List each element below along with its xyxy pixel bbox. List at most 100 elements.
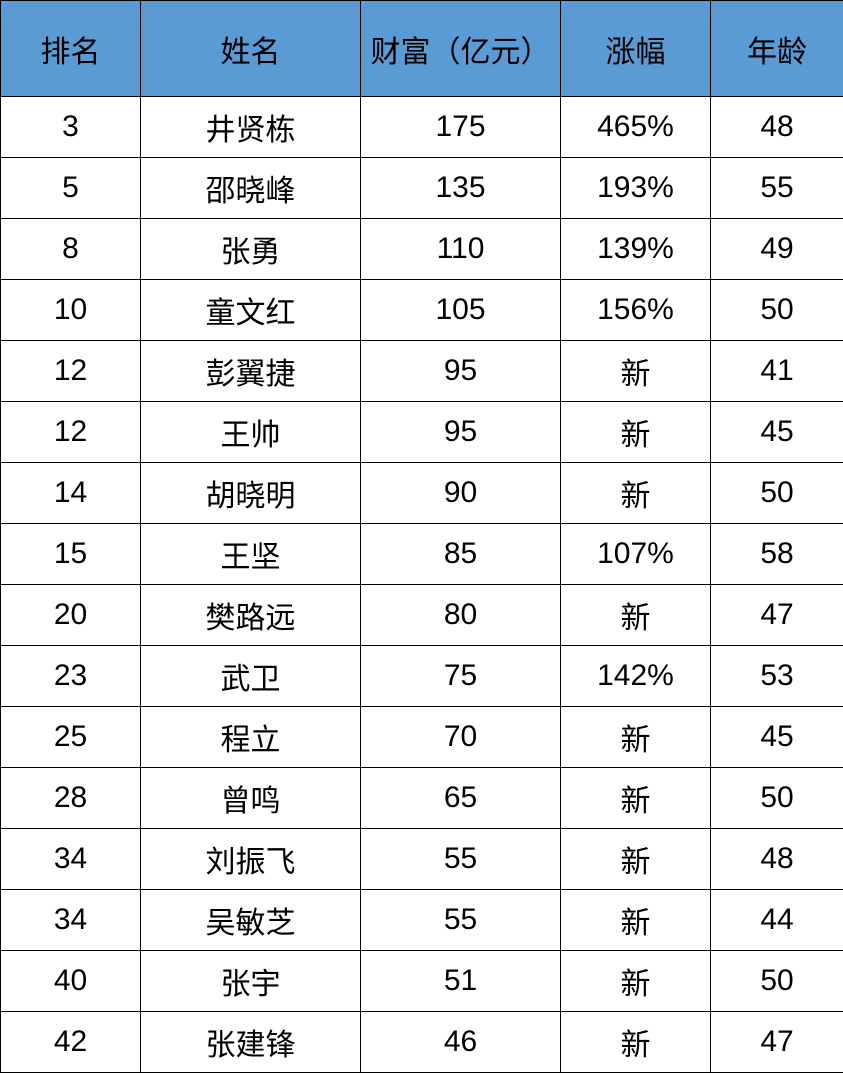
cell-name: 童文红	[141, 280, 361, 341]
table-row: 12彭翼捷95新41	[1, 341, 843, 402]
table-body: 3井贤栋175465%485邵晓峰135193%558张勇110139%4910…	[1, 97, 843, 1073]
cell-rank: 15	[1, 524, 141, 585]
cell-wealth: 75	[361, 646, 561, 707]
cell-rank: 3	[1, 97, 141, 158]
cell-rank: 10	[1, 280, 141, 341]
cell-age: 41	[711, 341, 843, 402]
cell-rank: 20	[1, 585, 141, 646]
cell-rank: 12	[1, 341, 141, 402]
cell-name: 王帅	[141, 402, 361, 463]
cell-change: 465%	[561, 97, 711, 158]
cell-rank: 34	[1, 829, 141, 890]
table-row: 8张勇110139%49	[1, 219, 843, 280]
cell-wealth: 90	[361, 463, 561, 524]
table-header: 排名 姓名 财富（亿元） 涨幅 年龄	[1, 1, 843, 97]
table-row: 3井贤栋175465%48	[1, 97, 843, 158]
table-row: 40张宇51新50	[1, 951, 843, 1012]
cell-wealth: 110	[361, 219, 561, 280]
cell-name: 井贤栋	[141, 97, 361, 158]
cell-rank: 12	[1, 402, 141, 463]
cell-wealth: 135	[361, 158, 561, 219]
cell-age: 45	[711, 707, 843, 768]
table-row: 23武卫75142%53	[1, 646, 843, 707]
cell-change: 新	[561, 585, 711, 646]
cell-rank: 5	[1, 158, 141, 219]
col-header-name: 姓名	[141, 1, 361, 97]
cell-change: 新	[561, 890, 711, 951]
cell-wealth: 55	[361, 890, 561, 951]
cell-age: 50	[711, 280, 843, 341]
table-row: 10童文红105156%50	[1, 280, 843, 341]
table-row: 14胡晓明90新50	[1, 463, 843, 524]
cell-name: 吴敏芝	[141, 890, 361, 951]
cell-name: 彭翼捷	[141, 341, 361, 402]
cell-name: 张勇	[141, 219, 361, 280]
cell-wealth: 70	[361, 707, 561, 768]
table-row: 28曾鸣65新50	[1, 768, 843, 829]
cell-age: 49	[711, 219, 843, 280]
cell-name: 樊路远	[141, 585, 361, 646]
cell-name: 王坚	[141, 524, 361, 585]
cell-age: 45	[711, 402, 843, 463]
table-row: 20樊路远80新47	[1, 585, 843, 646]
col-header-age: 年龄	[711, 1, 843, 97]
cell-rank: 28	[1, 768, 141, 829]
table-row: 42张建锋46新47	[1, 1012, 843, 1073]
cell-name: 刘振飞	[141, 829, 361, 890]
cell-age: 47	[711, 585, 843, 646]
cell-name: 胡晓明	[141, 463, 361, 524]
col-header-change: 涨幅	[561, 1, 711, 97]
cell-change: 139%	[561, 219, 711, 280]
cell-change: 193%	[561, 158, 711, 219]
cell-wealth: 55	[361, 829, 561, 890]
cell-wealth: 95	[361, 402, 561, 463]
cell-rank: 40	[1, 951, 141, 1012]
cell-age: 53	[711, 646, 843, 707]
cell-name: 程立	[141, 707, 361, 768]
cell-wealth: 80	[361, 585, 561, 646]
cell-rank: 23	[1, 646, 141, 707]
cell-change: 142%	[561, 646, 711, 707]
cell-age: 58	[711, 524, 843, 585]
cell-change: 新	[561, 1012, 711, 1073]
table-row: 15王坚85107%58	[1, 524, 843, 585]
cell-age: 50	[711, 463, 843, 524]
table-row: 34刘振飞55新48	[1, 829, 843, 890]
cell-name: 张宇	[141, 951, 361, 1012]
cell-wealth: 46	[361, 1012, 561, 1073]
cell-age: 50	[711, 768, 843, 829]
cell-wealth: 105	[361, 280, 561, 341]
cell-age: 50	[711, 951, 843, 1012]
cell-rank: 8	[1, 219, 141, 280]
cell-name: 邵晓峰	[141, 158, 361, 219]
cell-age: 48	[711, 829, 843, 890]
cell-name: 张建锋	[141, 1012, 361, 1073]
cell-age: 44	[711, 890, 843, 951]
cell-wealth: 65	[361, 768, 561, 829]
table-row: 25程立70新45	[1, 707, 843, 768]
table-row: 5邵晓峰135193%55	[1, 158, 843, 219]
cell-change: 新	[561, 768, 711, 829]
cell-wealth: 85	[361, 524, 561, 585]
table-row: 12王帅95新45	[1, 402, 843, 463]
col-header-rank: 排名	[1, 1, 141, 97]
cell-change: 156%	[561, 280, 711, 341]
cell-rank: 25	[1, 707, 141, 768]
cell-change: 新	[561, 707, 711, 768]
cell-age: 55	[711, 158, 843, 219]
cell-change: 新	[561, 951, 711, 1012]
cell-name: 曾鸣	[141, 768, 361, 829]
cell-change: 新	[561, 402, 711, 463]
wealth-table: 排名 姓名 财富（亿元） 涨幅 年龄 3井贤栋175465%485邵晓峰1351…	[0, 0, 843, 1073]
cell-change: 新	[561, 829, 711, 890]
cell-wealth: 51	[361, 951, 561, 1012]
col-header-wealth: 财富（亿元）	[361, 1, 561, 97]
cell-rank: 34	[1, 890, 141, 951]
cell-age: 47	[711, 1012, 843, 1073]
cell-rank: 42	[1, 1012, 141, 1073]
table-row: 34吴敏芝55新44	[1, 890, 843, 951]
cell-wealth: 95	[361, 341, 561, 402]
cell-change: 新	[561, 341, 711, 402]
cell-rank: 14	[1, 463, 141, 524]
cell-wealth: 175	[361, 97, 561, 158]
